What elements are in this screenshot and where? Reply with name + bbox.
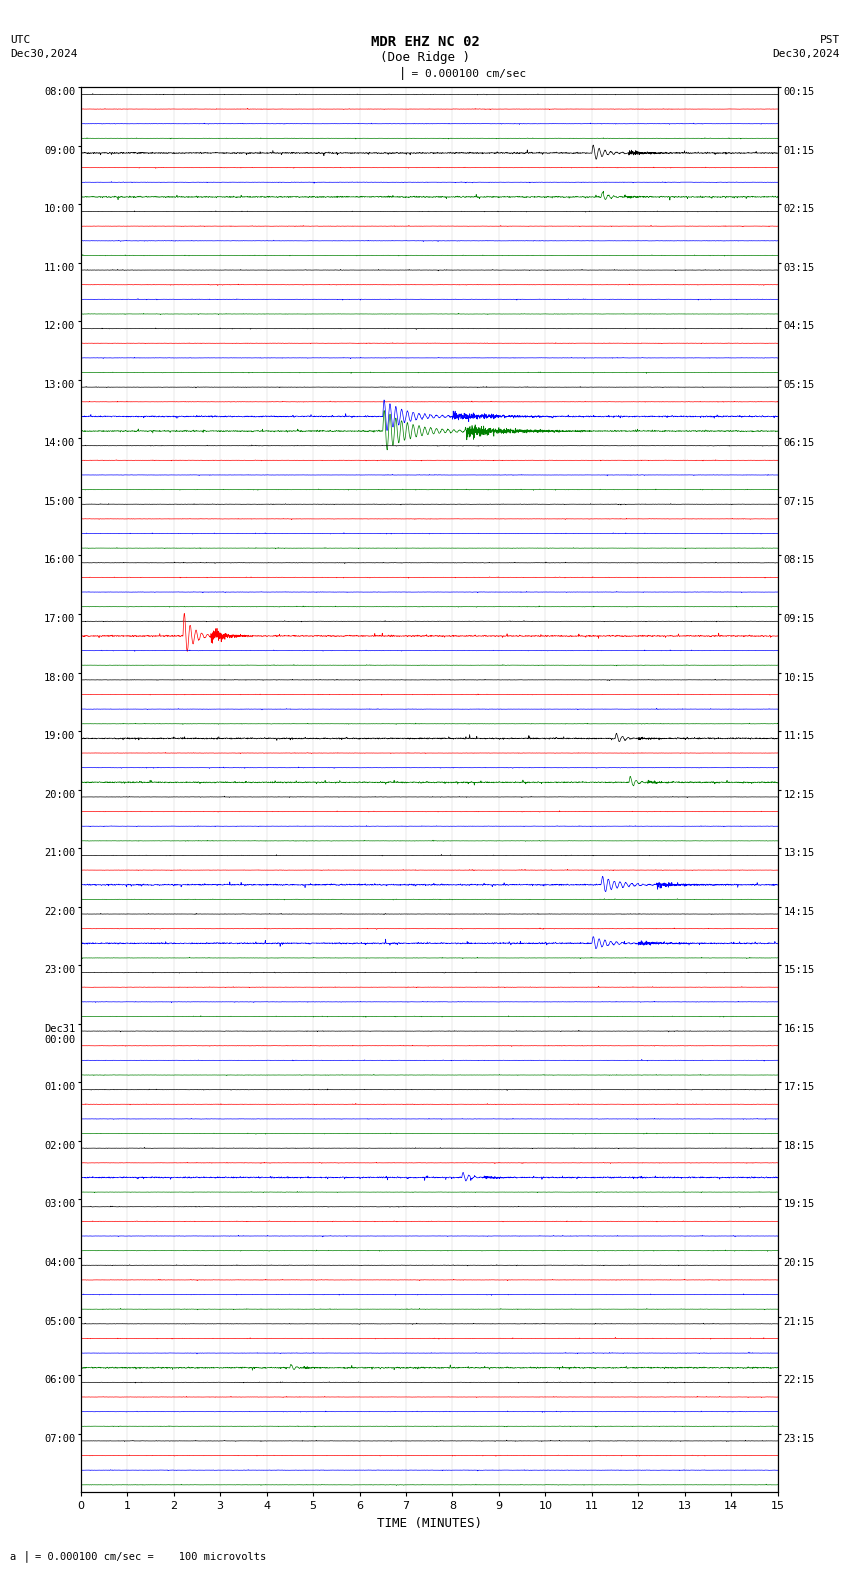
Text: UTC: UTC xyxy=(10,35,31,44)
Text: Dec30,2024: Dec30,2024 xyxy=(10,49,77,59)
Text: ⎥ = 0.000100 cm/sec: ⎥ = 0.000100 cm/sec xyxy=(398,67,526,79)
Text: a ⎥ = 0.000100 cm/sec =    100 microvolts: a ⎥ = 0.000100 cm/sec = 100 microvolts xyxy=(10,1551,266,1562)
Text: MDR EHZ NC 02: MDR EHZ NC 02 xyxy=(371,35,479,49)
Text: Dec30,2024: Dec30,2024 xyxy=(773,49,840,59)
X-axis label: TIME (MINUTES): TIME (MINUTES) xyxy=(377,1517,482,1530)
Text: PST: PST xyxy=(819,35,840,44)
Text: (Doe Ridge ): (Doe Ridge ) xyxy=(380,51,470,63)
